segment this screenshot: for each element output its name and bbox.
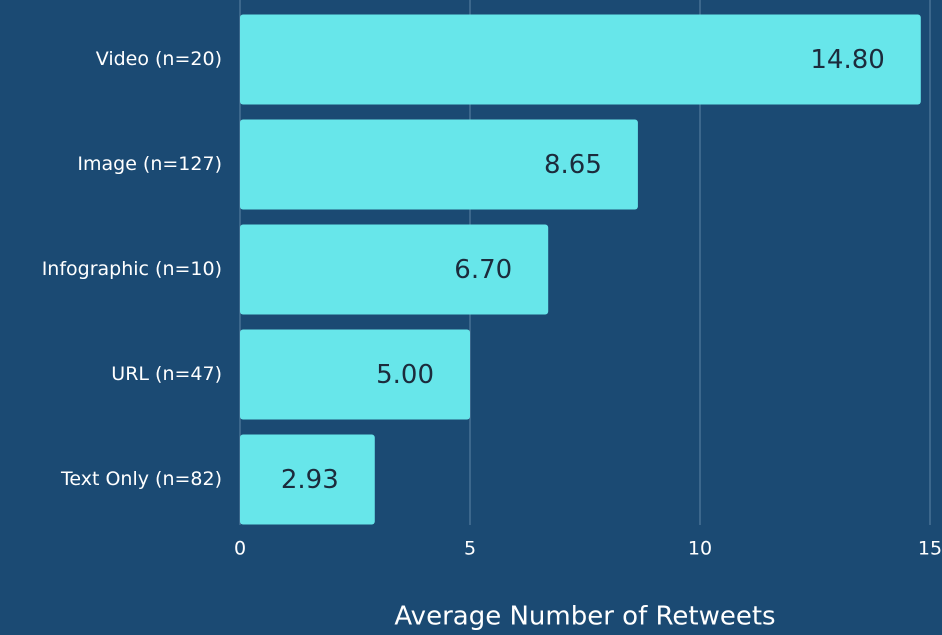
bar — [240, 224, 549, 315]
x-tick-label: 0 — [234, 538, 246, 560]
bar — [240, 119, 638, 210]
x-axis-label: Average Number of Retweets — [394, 602, 775, 632]
y-tick-label: Infographic (n=10) — [42, 258, 222, 280]
bar — [240, 434, 375, 525]
value-label: 5.00 — [376, 360, 434, 390]
value-label: 6.70 — [454, 255, 512, 285]
value-label: 2.93 — [281, 465, 339, 495]
y-tick-label: URL (n=47) — [111, 363, 222, 385]
bar — [240, 14, 921, 105]
bar — [240, 329, 470, 420]
y-tick-label: Image (n=127) — [77, 153, 222, 175]
y-tick-label: Video (n=20) — [96, 48, 222, 70]
value-label: 14.80 — [810, 45, 884, 75]
x-tick-label: 5 — [464, 538, 476, 560]
y-tick-label: Text Only (n=82) — [60, 468, 222, 490]
value-label: 8.65 — [544, 150, 602, 180]
x-tick-label: 10 — [688, 538, 712, 560]
x-tick-label: 15 — [918, 538, 942, 560]
